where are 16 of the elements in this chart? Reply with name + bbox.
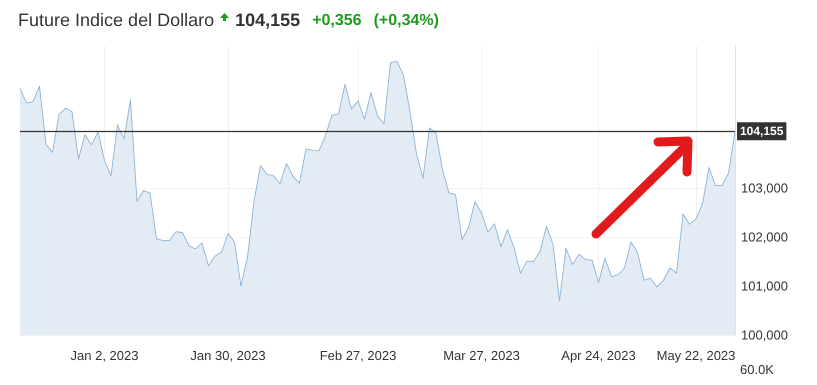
x-tick-label: May 22, 2023	[656, 348, 736, 363]
text: (+0,34%)	[374, 12, 439, 30]
y-tick-label: 100,000	[741, 328, 788, 342]
y-tick-label: 101,000	[741, 278, 788, 294]
y-tick-label: 103,000	[741, 180, 788, 196]
y-tick-label: 102,000	[741, 230, 788, 245]
text: +0,356	[312, 12, 362, 30]
x-tick-label: Jan 30, 2023	[190, 348, 266, 363]
x-tick-label: Apr 24, 2023	[561, 348, 636, 363]
x-tick-label: Mar 27, 2023	[443, 348, 520, 363]
text: 104,155	[235, 10, 300, 31]
ref-line-label: 104,155	[740, 124, 784, 138]
x-tick-label: Feb 27, 2023	[320, 348, 396, 363]
chart-title: Future Indice del Dollaro	[18, 10, 214, 31]
x-tick-label: Jan 2, 2023	[70, 348, 138, 363]
text: 60.0K	[740, 362, 774, 377]
